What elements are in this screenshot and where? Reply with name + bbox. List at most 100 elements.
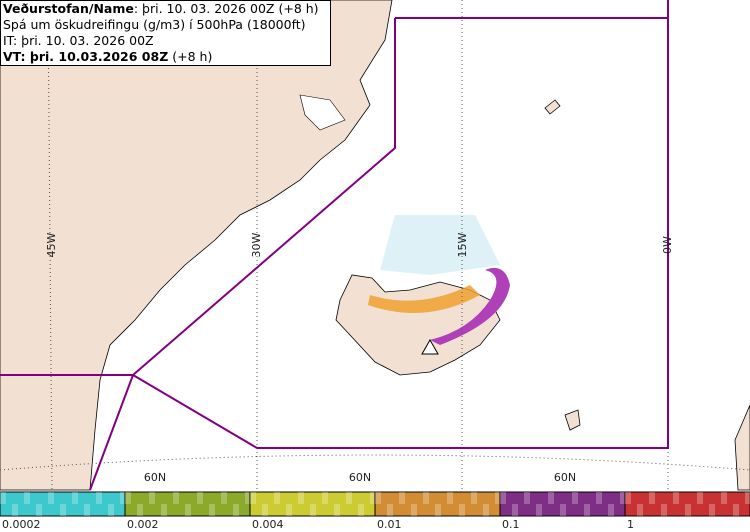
legend-checker — [221, 492, 227, 504]
legend-checker — [447, 492, 453, 504]
boundary — [0, 0, 669, 491]
legend-checker — [560, 504, 566, 516]
legend-checker — [697, 492, 703, 504]
legend-swatch — [124, 491, 251, 517]
legend-checker — [637, 504, 643, 516]
text: Spá um öskudreifingu (g/m3) í 500hPa (18… — [3, 17, 306, 32]
text: (+8 h) — [168, 49, 213, 64]
legend-checker — [387, 504, 393, 516]
legend-checker — [149, 492, 155, 504]
legend-checker — [435, 504, 441, 516]
legend-checker — [48, 492, 54, 504]
legend-label: 0.004 — [252, 518, 284, 531]
legend-checker — [245, 492, 251, 504]
legend-checker — [685, 504, 691, 516]
legend-checker — [649, 492, 655, 504]
legend-checker — [596, 492, 602, 504]
legend-checker — [673, 492, 679, 504]
legend-checker — [358, 504, 364, 516]
legend-checker — [334, 504, 340, 516]
legend-checker — [310, 504, 316, 516]
lon-label: 45W — [45, 232, 58, 257]
legend-checker — [471, 492, 477, 504]
legend-checker — [625, 492, 631, 504]
lat-label: 60N — [349, 471, 371, 484]
legend-checker — [125, 492, 131, 504]
legend-checker — [286, 504, 292, 516]
legend-checker — [233, 504, 239, 516]
legend-swatch — [249, 491, 376, 517]
legend-checker — [536, 504, 542, 516]
legend-checker — [274, 492, 280, 504]
island — [544, 99, 561, 115]
legend-checker — [512, 504, 518, 516]
legend-checker — [483, 504, 489, 516]
legend-swatch — [0, 491, 126, 517]
legend-checker — [733, 504, 739, 516]
legend-checker — [524, 492, 530, 504]
text: : þri. 10. 03. 2026 00Z (+8 h) — [133, 1, 319, 16]
legend-checker — [745, 492, 750, 504]
legend-checker — [584, 504, 590, 516]
legend-checker — [0, 492, 6, 504]
legend-label: 0.0002 — [2, 518, 41, 531]
legend-checker — [375, 492, 381, 504]
legend-checker — [161, 504, 167, 516]
ash-plume — [368, 285, 480, 313]
legend-checker — [120, 492, 126, 504]
legend-checker — [197, 492, 203, 504]
legend-label: 0.002 — [127, 518, 159, 531]
lon-label: 15W — [456, 232, 469, 257]
volcano — [421, 338, 439, 355]
legend-checker — [399, 492, 405, 504]
legend-swatch — [624, 491, 750, 517]
fjord — [299, 94, 346, 131]
legend-checker — [346, 492, 352, 504]
legend-checker — [173, 492, 179, 504]
lat-label: 60N — [554, 471, 576, 484]
legend-checker — [262, 504, 268, 516]
legend-checker — [209, 504, 215, 516]
legend-checker — [96, 492, 102, 504]
ash-plume — [430, 267, 510, 345]
legend-swatch — [374, 491, 501, 517]
legend: 0.0002 0.002 0.004 0.01 0.1 1 — [0, 491, 750, 531]
legend-label: 0.1 — [502, 518, 520, 531]
legend-checker — [608, 504, 614, 516]
greenland — [0, 0, 393, 491]
legend-checker — [459, 504, 465, 516]
text: IT: þri. 10. 03. 2026 00Z — [3, 33, 154, 48]
legend-checker — [12, 504, 18, 516]
meridian — [47, 0, 53, 491]
legend-checker — [620, 492, 626, 504]
legend-checker — [322, 492, 328, 504]
legend-checker — [661, 504, 667, 516]
norway — [734, 404, 750, 491]
ash-plume — [380, 215, 500, 275]
legend-label: 0.01 — [377, 518, 402, 531]
legend-checker — [423, 492, 429, 504]
label: VT: þri. 10.03.2026 08Z — [3, 49, 169, 64]
legend-checker — [548, 492, 554, 504]
legend-checker — [24, 492, 30, 504]
legend-label: 1 — [627, 518, 634, 531]
legend-checker — [250, 492, 256, 504]
lon-label: 0W — [661, 236, 674, 254]
legend-checker — [411, 504, 417, 516]
legend-checker — [60, 504, 66, 516]
legend-checker — [298, 492, 304, 504]
island — [564, 409, 581, 431]
legend-checker — [36, 504, 42, 516]
legend-checker — [84, 504, 90, 516]
legend-checker — [721, 492, 727, 504]
legend-checker — [495, 492, 501, 504]
legend-checker — [108, 504, 114, 516]
lat-label: 60N — [144, 471, 166, 484]
legend-checker — [185, 504, 191, 516]
info-box: Veðurstofan/Name: þri. 10. 03. 2026 00Z … — [0, 0, 331, 66]
lon-label: 30W — [250, 232, 263, 257]
label: Veðurstofan/Name — [3, 1, 134, 16]
legend-checker — [709, 504, 715, 516]
